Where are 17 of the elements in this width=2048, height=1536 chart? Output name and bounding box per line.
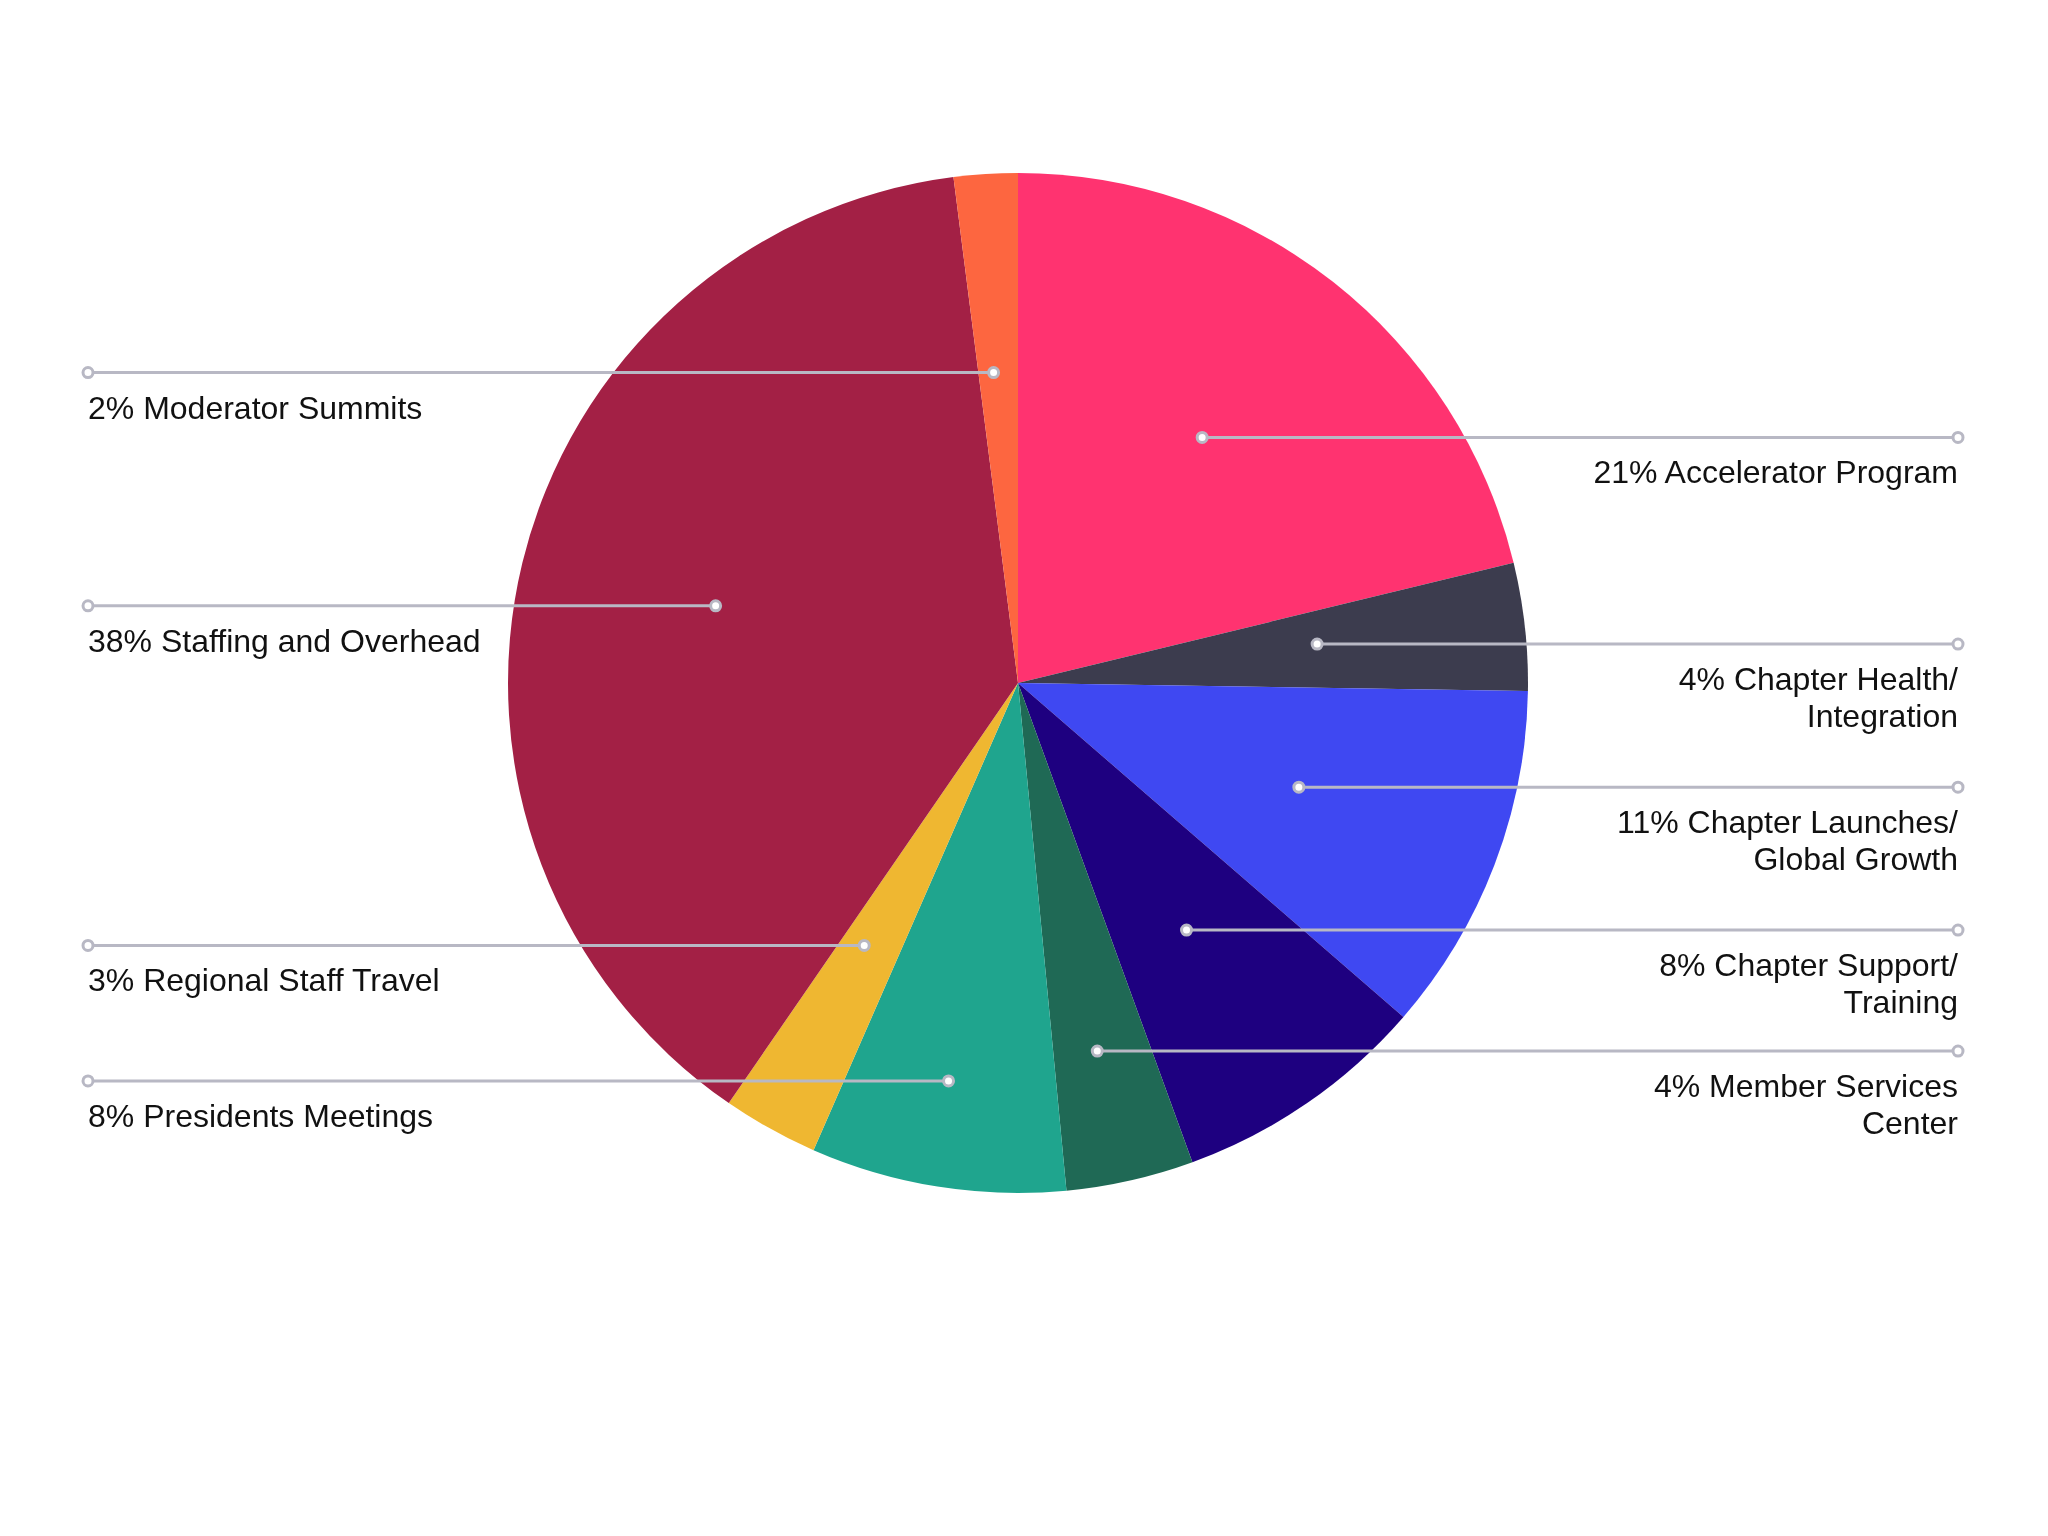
pie-slice [1018,683,1528,1017]
pie-slice [1018,173,1514,683]
pie-slice [1018,683,1193,1191]
pie-slice [1018,562,1528,692]
slice-label: 11% Chapter Launches/Global Growth [1617,804,1959,878]
pie-slice [1018,683,1404,1163]
slice-label: 3% Regional Staff Travel [88,962,440,999]
slice-label: 8% Chapter Support/Training [1659,947,1959,1020]
slice-label: 4% Chapter Health/Integration [1678,661,1959,734]
slice-label: 8% Presidents Meetings [88,1097,434,1134]
pie-slice [813,683,1067,1193]
pie-slice [728,683,1018,1151]
slice-label: 21% Accelerator Program [1593,454,1958,491]
slice-label: 4% Member Services Center [1653,1068,1959,1141]
pie-slice [508,177,1018,1104]
slice-label: 38% Staffing and Overhead [88,622,481,659]
slice-label: 2% Moderator Summits [88,389,423,426]
